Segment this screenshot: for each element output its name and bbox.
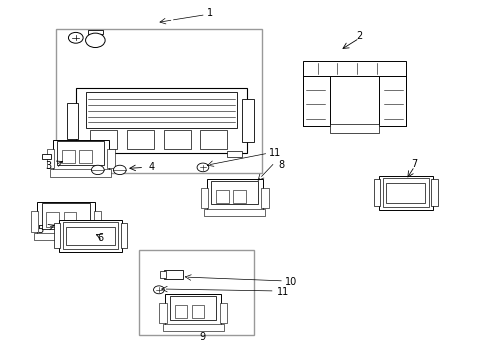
Bar bbox=[162, 324, 224, 331]
Bar bbox=[159, 303, 166, 323]
Bar bbox=[204, 209, 264, 216]
Bar bbox=[227, 151, 242, 157]
Circle shape bbox=[85, 33, 105, 48]
Bar bbox=[63, 212, 76, 227]
Bar bbox=[121, 223, 127, 248]
Circle shape bbox=[197, 163, 208, 172]
Bar bbox=[303, 76, 329, 126]
Bar bbox=[163, 270, 183, 279]
Text: 3: 3 bbox=[45, 161, 51, 171]
Bar bbox=[76, 88, 246, 153]
Bar bbox=[382, 179, 428, 207]
Bar bbox=[47, 149, 54, 168]
Bar bbox=[160, 271, 166, 278]
Bar bbox=[50, 170, 111, 177]
Bar bbox=[94, 211, 101, 232]
Bar bbox=[67, 103, 78, 139]
Bar bbox=[216, 190, 228, 202]
Bar bbox=[62, 222, 118, 249]
Bar bbox=[233, 190, 245, 202]
Text: 8: 8 bbox=[278, 159, 284, 170]
Bar bbox=[54, 223, 60, 248]
Bar bbox=[31, 211, 38, 232]
Bar bbox=[41, 154, 51, 159]
Circle shape bbox=[153, 286, 164, 294]
Bar bbox=[373, 179, 380, 206]
Bar bbox=[85, 92, 237, 128]
Bar bbox=[386, 183, 425, 202]
Text: 10: 10 bbox=[285, 276, 297, 287]
Circle shape bbox=[68, 32, 83, 43]
Text: 1: 1 bbox=[207, 8, 213, 18]
Text: 5: 5 bbox=[38, 225, 43, 235]
Bar bbox=[165, 294, 221, 328]
Bar bbox=[430, 179, 437, 206]
Bar bbox=[261, 188, 268, 208]
Bar bbox=[329, 124, 378, 133]
Text: 9: 9 bbox=[200, 332, 205, 342]
Bar bbox=[175, 305, 187, 318]
Bar bbox=[163, 130, 190, 149]
Bar bbox=[219, 303, 226, 323]
Bar bbox=[56, 29, 261, 173]
Bar bbox=[37, 202, 95, 238]
Bar bbox=[303, 61, 405, 76]
Bar bbox=[242, 99, 254, 142]
Bar bbox=[88, 30, 102, 34]
Bar bbox=[378, 175, 432, 210]
Bar bbox=[170, 296, 216, 320]
Text: 11: 11 bbox=[276, 287, 288, 297]
Bar bbox=[206, 179, 263, 213]
Bar bbox=[41, 203, 90, 229]
Bar bbox=[62, 150, 74, 163]
Bar bbox=[34, 233, 98, 240]
Bar bbox=[107, 149, 115, 168]
Bar bbox=[139, 250, 254, 335]
Text: 6: 6 bbox=[97, 233, 103, 243]
Bar bbox=[90, 130, 117, 149]
Bar bbox=[53, 140, 109, 174]
Bar bbox=[59, 220, 122, 252]
Text: 2: 2 bbox=[356, 31, 362, 41]
Bar bbox=[46, 212, 59, 227]
Bar bbox=[200, 188, 208, 208]
Text: 11: 11 bbox=[268, 148, 281, 158]
Bar bbox=[58, 141, 104, 165]
Circle shape bbox=[113, 165, 126, 175]
Bar bbox=[127, 130, 154, 149]
Bar bbox=[211, 181, 258, 204]
Bar bbox=[79, 150, 92, 163]
Bar bbox=[200, 130, 227, 149]
Bar bbox=[378, 76, 405, 126]
Bar bbox=[192, 305, 204, 318]
Text: 4: 4 bbox=[148, 162, 154, 172]
Text: 7: 7 bbox=[411, 159, 417, 169]
Bar bbox=[66, 227, 115, 245]
Circle shape bbox=[91, 165, 104, 175]
